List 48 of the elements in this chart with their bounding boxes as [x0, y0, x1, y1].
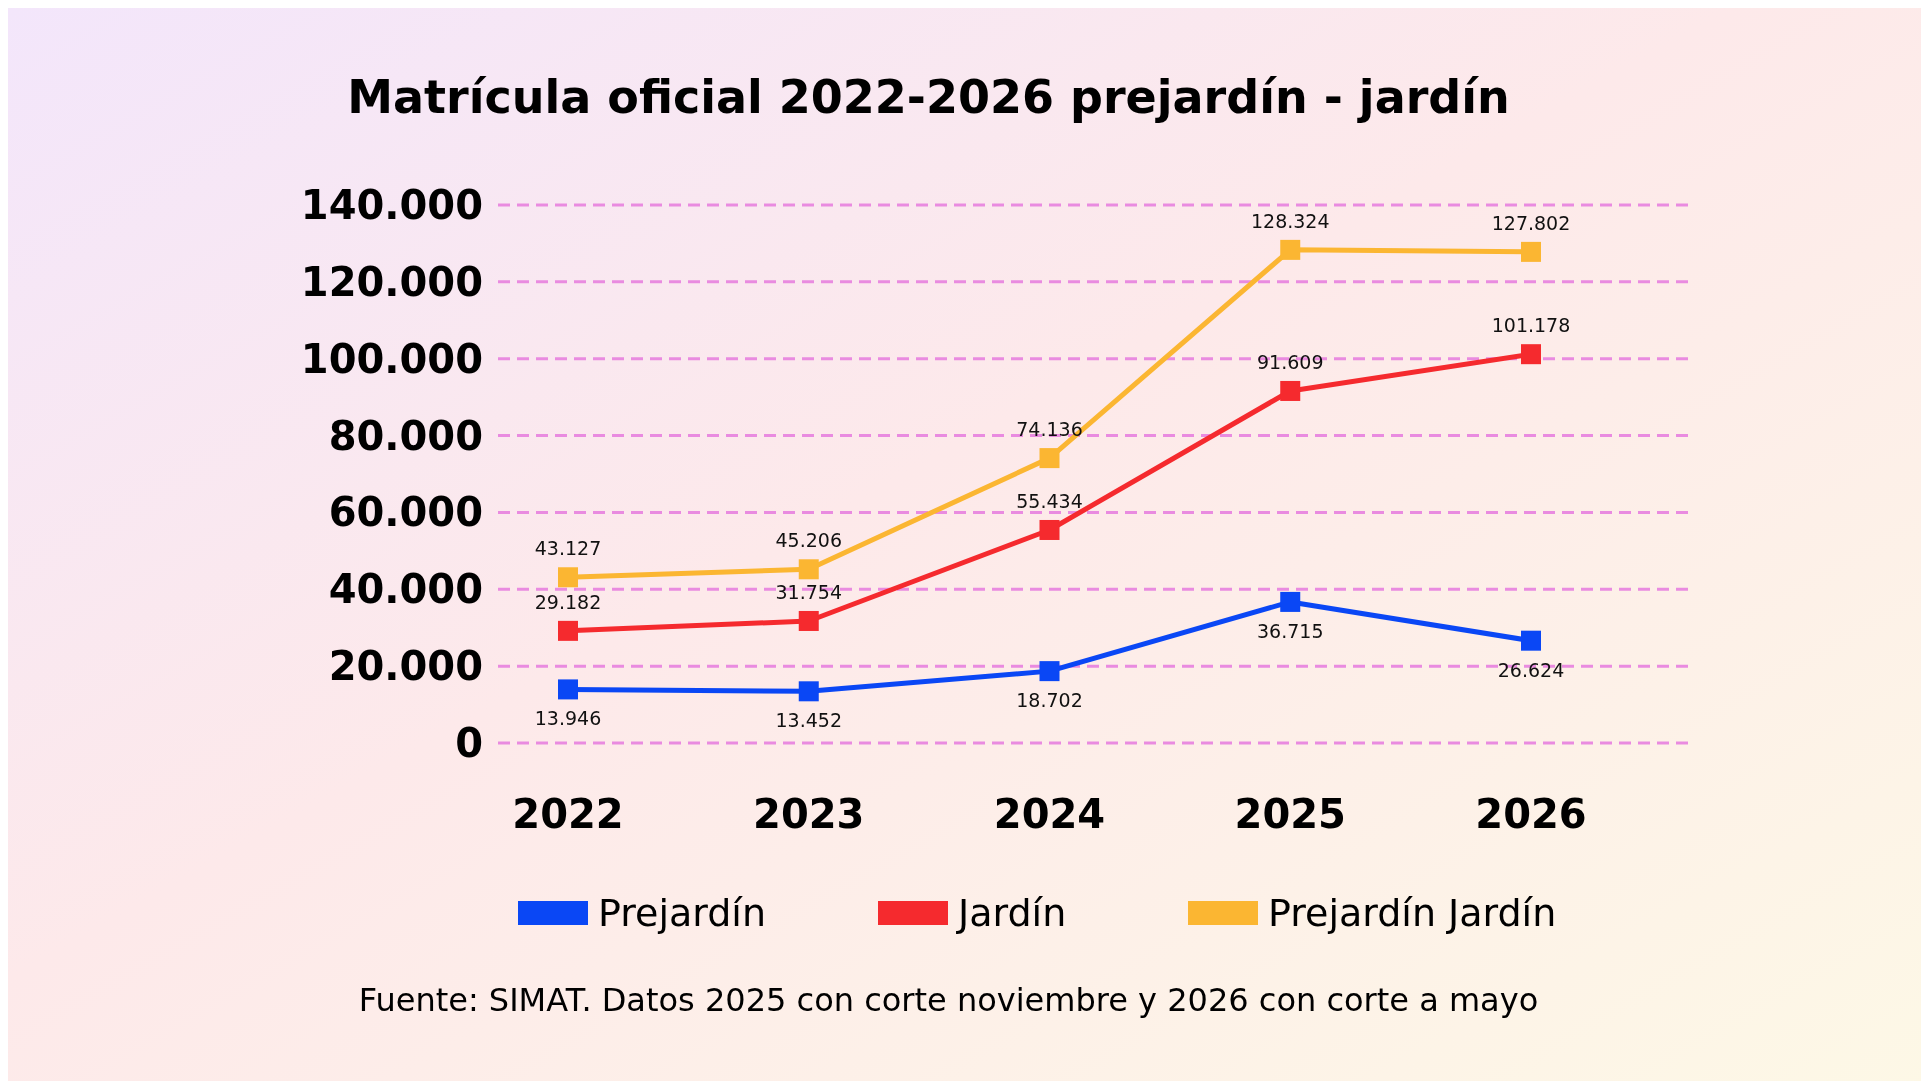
- point: [558, 567, 578, 588]
- data-label: 13.946: [534, 707, 602, 730]
- point: [798, 610, 819, 631]
- y-tick-label: 120.000: [300, 258, 483, 305]
- point: [558, 679, 578, 700]
- data-label: 91.609: [1257, 350, 1324, 373]
- x-tick-label: 2025: [1234, 791, 1346, 837]
- x-tick-label: 2022: [512, 791, 624, 837]
- data-label: 128.324: [1250, 209, 1330, 232]
- point: [798, 681, 819, 702]
- data-label: 45.206: [775, 529, 842, 552]
- point: [1521, 241, 1541, 262]
- data-label: 101.178: [1491, 314, 1571, 337]
- x-tick-label: 2023: [753, 791, 865, 837]
- x-tick-label: 2024: [993, 791, 1106, 837]
- point: [558, 620, 578, 641]
- point: [1280, 591, 1301, 612]
- y-tick-label: 100.000: [300, 335, 483, 382]
- point: [1039, 448, 1060, 469]
- data-label: 55.434: [1016, 489, 1083, 512]
- data-label: 127.802: [1491, 211, 1571, 234]
- point: [1521, 344, 1541, 365]
- y-tick-label: 0: [455, 720, 483, 766]
- point: [1521, 630, 1541, 651]
- data-label: 26.624: [1497, 658, 1565, 681]
- data-label: 74.136: [1016, 418, 1083, 441]
- source-note: Fuente: SIMAT. Datos 2025 con corte noviembre y 2026 con corte a mayo: [358, 981, 1539, 1019]
- chart-title: Matrícula oficial 2022-2026 prejardín - jardín: [347, 70, 1510, 124]
- legend-label: Jardín: [956, 891, 1067, 936]
- point: [1039, 661, 1060, 682]
- point: [1280, 380, 1301, 401]
- data-label: 13.452: [775, 709, 842, 732]
- y-tick-label: 60.000: [328, 489, 483, 536]
- legend-label: Prejardín Jardín: [1268, 891, 1557, 936]
- y-tick-label: 40.000: [328, 566, 483, 613]
- data-label: 18.702: [1016, 689, 1083, 712]
- y-tick-label: 140.000: [300, 182, 483, 228]
- legend-label: Prejardín: [598, 891, 766, 936]
- data-label: 31.754: [775, 580, 842, 603]
- data-label: 36.715: [1257, 619, 1324, 642]
- x-tick-label: 2026: [1475, 791, 1587, 837]
- point: [1039, 519, 1060, 540]
- y-tick-label: 20.000: [328, 643, 483, 690]
- y-tick-label: 80.000: [328, 412, 483, 459]
- point: [1280, 239, 1301, 260]
- point: [798, 559, 819, 580]
- data-label: 29.182: [534, 590, 602, 613]
- data-label: 43.127: [534, 537, 602, 560]
